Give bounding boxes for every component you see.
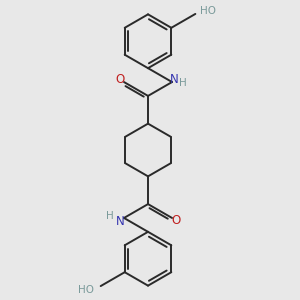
Text: N: N	[169, 73, 178, 85]
Text: HO: HO	[200, 6, 216, 16]
Text: H: H	[179, 78, 187, 88]
Text: H: H	[106, 211, 114, 221]
Text: O: O	[171, 214, 181, 227]
Text: HO: HO	[78, 285, 94, 295]
Text: O: O	[116, 73, 125, 85]
Text: N: N	[116, 215, 124, 228]
